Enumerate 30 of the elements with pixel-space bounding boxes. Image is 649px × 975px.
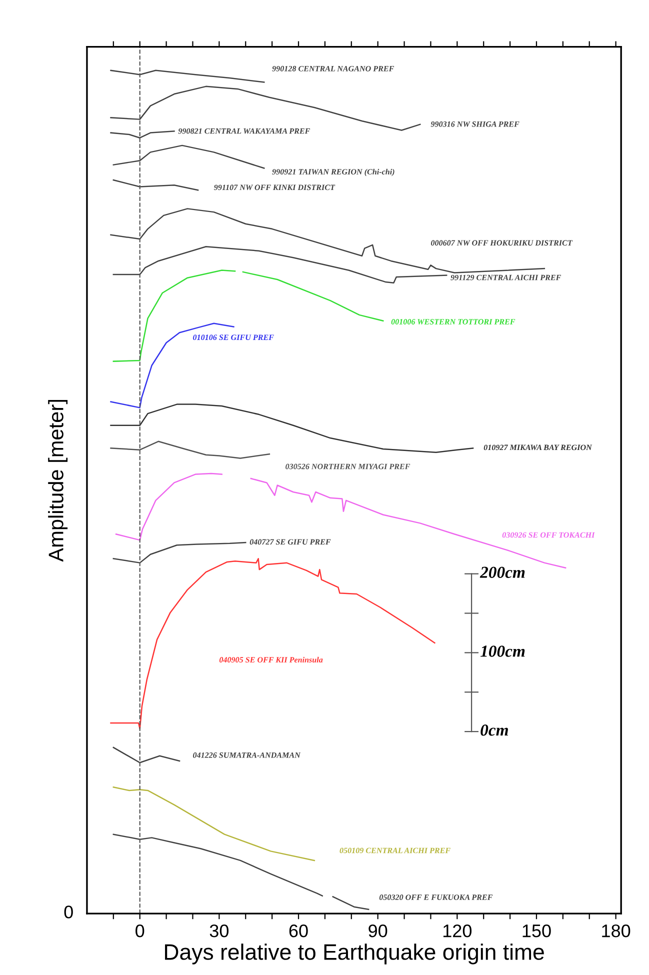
- x-tick-label: 120: [443, 924, 472, 938]
- annotation: 100cm: [480, 646, 525, 657]
- text: 000607 NW OFF HOKURIKU DISTRICT: [430, 240, 573, 246]
- series-label: 990821 CENTRAL WAKAYAMA PREF: [178, 128, 310, 134]
- series-label: 010927 MIKAWA BAY REGION: [484, 444, 592, 450]
- series-label: 990921 TAIWAN REGION (Chi-chi): [272, 168, 394, 176]
- series-label: 990316 NW SHIGA PREF: [430, 121, 520, 127]
- text: 050109 CENTRAL AICHI PREF: [340, 848, 450, 854]
- x-tick-label: 0: [136, 924, 144, 938]
- text: 0: [64, 906, 73, 918]
- series-label: 050320 OFF E FUKUOKA PREF: [379, 894, 493, 900]
- series-label: 030926 SE OFF TOKACHI: [502, 532, 595, 538]
- y-axis-title: Amplitude [meter]: [48, 400, 68, 562]
- x-tick-label: 150: [522, 924, 551, 938]
- text: 030526 NORTHERN MIYAGI PREF: [286, 464, 410, 470]
- annotation: 200cm: [480, 566, 525, 578]
- series-label: 990128 CENTRAL NAGANO PREF: [272, 66, 394, 72]
- series-label: 991129 CENTRAL AICHI PREF: [450, 274, 562, 280]
- x-tick-label: 60: [289, 924, 308, 938]
- x-tick-label: 90: [368, 924, 388, 938]
- series-label: 040727 SE GIFU PREF: [250, 539, 331, 545]
- series-label: 001006 WESTERN TOTTORI PREF: [391, 319, 516, 324]
- series-label: 041226 SUMATRA-ANDAMAN: [193, 752, 301, 758]
- x-tick-label: 180: [602, 924, 630, 938]
- series-label: 991107 NW OFF KINKI DISTRICT: [214, 184, 336, 190]
- series-label: 010106 SE GIFU PREF: [193, 334, 274, 340]
- x-tick-label: 30: [210, 924, 229, 938]
- x-axis-title: Days relative to Earthquake origin time: [165, 944, 544, 964]
- text: 040905 SE OFF KII Peninsula: [219, 656, 323, 663]
- annotation: 0cm: [480, 724, 508, 736]
